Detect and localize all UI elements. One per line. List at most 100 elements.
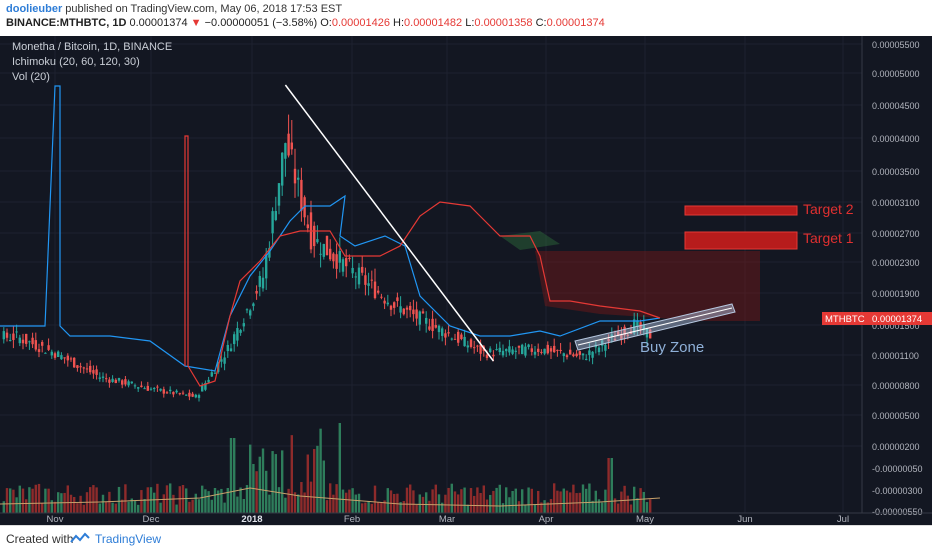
y-tick-label: 0.00001500 <box>872 321 920 331</box>
target2-label: Target 2 <box>803 201 854 217</box>
volume-bar <box>473 495 476 513</box>
candle-body <box>76 365 79 369</box>
volume-bar <box>274 454 277 513</box>
volume-bar <box>265 470 268 513</box>
candle-body <box>489 348 492 352</box>
candle-body <box>642 324 645 331</box>
volume-bar <box>239 487 242 513</box>
candle-body <box>117 377 121 381</box>
chart-panel[interactable]: Buy Zone Target 2 Target 1 0.00005500 0.0000… <box>0 36 932 525</box>
buy-zone-label: Buy Zone <box>640 339 704 356</box>
volume-bar <box>354 494 357 513</box>
candle-body <box>73 357 76 368</box>
candle-body <box>41 341 44 346</box>
candle-body <box>287 133 290 156</box>
volume-bar <box>476 487 479 513</box>
author-link[interactable]: doolieuber <box>6 3 63 15</box>
volume-bar <box>127 501 130 513</box>
volume-bar <box>95 487 98 513</box>
volume-bars <box>2 423 652 513</box>
candle-body <box>306 224 309 229</box>
volume-bar <box>130 498 133 513</box>
volume-bar <box>444 494 447 513</box>
volume-bar <box>639 488 642 513</box>
volume-bar <box>428 500 431 513</box>
volume-bar <box>556 490 559 513</box>
legend-volume[interactable]: Vol (20) <box>12 71 50 83</box>
y-tick-label: 0.00005500 <box>872 40 920 50</box>
candle-body <box>393 302 396 308</box>
volume-bar <box>287 488 290 513</box>
candle-body <box>194 394 197 398</box>
kumo-cloud <box>535 251 760 321</box>
price-chart[interactable]: Buy Zone Target 2 Target 1 0.00005500 0.0000… <box>0 36 932 525</box>
candle-body <box>5 332 9 338</box>
candle-body <box>530 348 533 352</box>
candle-body <box>178 393 181 395</box>
candle-body <box>133 385 137 387</box>
candle-body <box>329 248 332 260</box>
low-value: 0.00001358 <box>474 17 533 29</box>
volume-bar <box>159 502 162 513</box>
down-arrow-icon: ▼ <box>190 17 202 29</box>
volume-bar <box>591 500 594 513</box>
candle-body <box>226 344 229 352</box>
volume-bar <box>405 487 409 513</box>
candle-body <box>204 382 207 390</box>
candle-body <box>2 331 5 340</box>
candle-body <box>578 351 581 355</box>
target1-label: Target 1 <box>803 230 854 246</box>
volume-bar <box>133 500 137 513</box>
candle-body <box>325 235 329 256</box>
volume-ma-line <box>0 487 661 507</box>
candle-body <box>284 143 287 159</box>
candle-body <box>613 338 617 341</box>
high-value: 0.00001482 <box>404 17 463 29</box>
legend-ichimoku[interactable]: Ichimoku (20, 60, 120, 30) <box>12 56 140 68</box>
candle-body <box>549 348 553 352</box>
candle-body <box>63 357 66 359</box>
volume-bar <box>114 503 117 513</box>
volume-bar <box>377 502 380 513</box>
candle-body <box>300 179 303 211</box>
candle-body <box>242 323 245 327</box>
tradingview-brand[interactable]: TradingView <box>95 532 162 546</box>
candle-body <box>463 336 466 347</box>
candles <box>2 114 652 402</box>
candle-body <box>159 388 162 391</box>
candle-body <box>521 344 524 355</box>
candle-body <box>223 357 226 364</box>
candle-body <box>501 350 505 356</box>
candle-body <box>383 300 386 304</box>
volume-bar <box>508 497 511 513</box>
y-tick-label: 0.00003500 <box>872 167 920 177</box>
change-value: −0.00000051 (−3.58%) <box>204 17 318 29</box>
candle-body <box>447 332 450 334</box>
candle-body <box>69 358 73 360</box>
volume-bar <box>511 490 514 513</box>
candle-body <box>338 251 341 263</box>
volume-bar <box>492 490 495 513</box>
volume-bar <box>629 504 633 513</box>
publish-line: doolieuber published on TradingView.com,… <box>6 3 342 15</box>
candle-body <box>607 339 610 342</box>
candle-body <box>197 395 201 398</box>
candle-body <box>492 354 495 357</box>
volume-bar <box>210 499 213 513</box>
candle-body <box>47 345 50 350</box>
candle-body <box>377 290 380 293</box>
candle-body <box>201 385 204 392</box>
volume-bar <box>338 423 341 513</box>
volume-bar <box>117 486 121 513</box>
last-price: 0.00001374 <box>129 17 188 29</box>
volume-bar <box>261 448 265 513</box>
volume-bar <box>505 487 508 513</box>
candle-body <box>533 351 537 355</box>
candle-body <box>245 309 249 311</box>
candle-body <box>389 305 393 310</box>
candle-body <box>185 394 188 396</box>
candle-body <box>437 325 441 333</box>
volume-bar <box>418 494 421 513</box>
volume-bar <box>441 502 444 513</box>
y-tick-label: 0.00001100 <box>872 351 919 361</box>
